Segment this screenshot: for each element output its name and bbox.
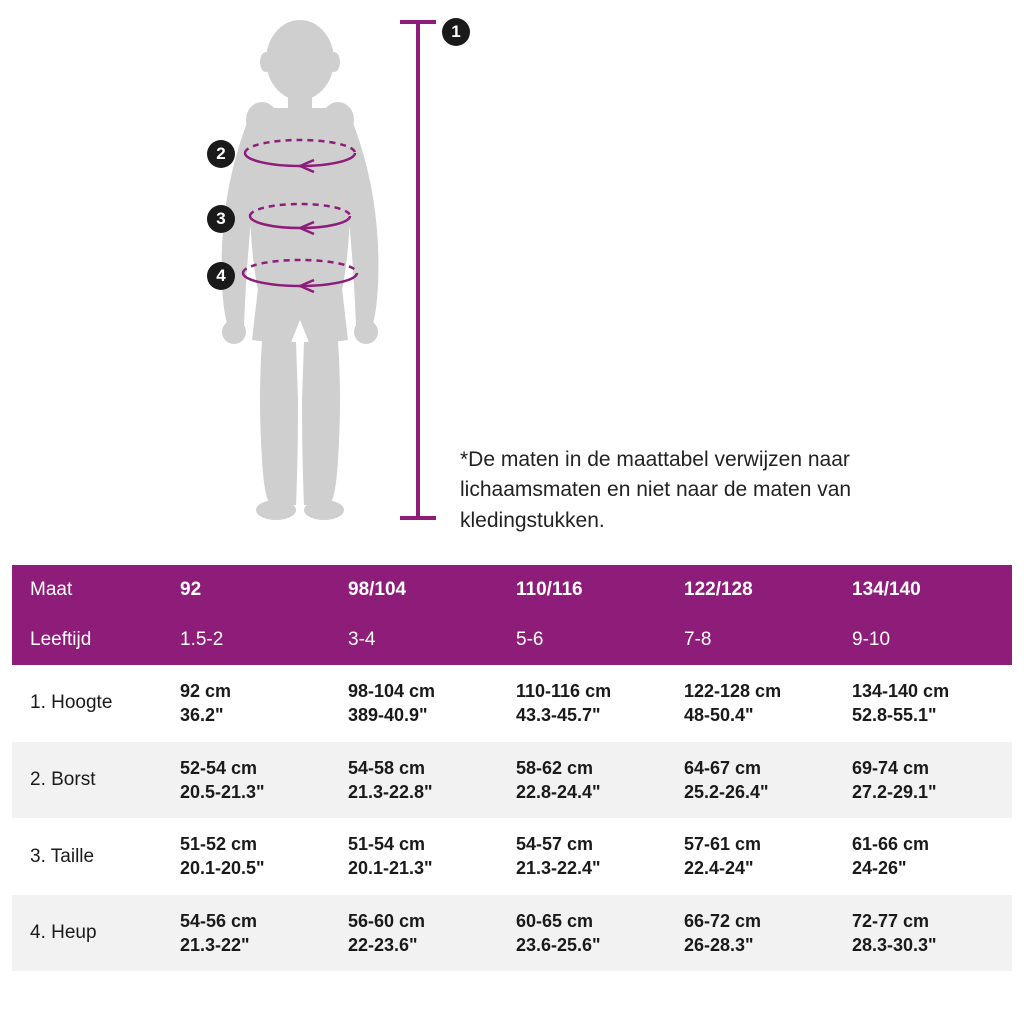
row-label: 3. Taille (12, 818, 172, 895)
table-row: 3. Taille51-52 cm20.1-20.5"51-54 cm20.1-… (12, 818, 1012, 895)
row-value: 60-65 cm23.6-25.6" (508, 895, 676, 972)
row-label: 2. Borst (12, 742, 172, 819)
badge-1-height: 1 (442, 18, 470, 46)
badge-4-hip: 4 (207, 262, 235, 290)
row-value: 72-77 cm28.3-30.3" (844, 895, 1012, 972)
header-label: Maat (12, 565, 172, 615)
disclaimer-text: *De maten in de maattabel verwijzen naar… (460, 445, 880, 536)
row-value: 57-61 cm22.4-24" (676, 818, 844, 895)
table-header-row: Maat9298/104110/116122/128134/140 (12, 565, 1012, 615)
row-value: 51-52 cm20.1-20.5" (172, 818, 340, 895)
row-value: 66-72 cm26-28.3" (676, 895, 844, 972)
row-label: 4. Heup (12, 895, 172, 972)
row-value: 61-66 cm24-26" (844, 818, 1012, 895)
header-value: 122/128 (676, 565, 844, 615)
size-chart-table: Maat9298/104110/116122/128134/140Leeftij… (12, 565, 1012, 971)
header-label: Leeftijd (12, 615, 172, 665)
row-value: 54-56 cm21.3-22" (172, 895, 340, 972)
height-indicator (400, 22, 436, 518)
row-value: 52-54 cm20.5-21.3" (172, 742, 340, 819)
badge-2-chest: 2 (207, 140, 235, 168)
table-row: 4. Heup54-56 cm21.3-22"56-60 cm22-23.6"6… (12, 895, 1012, 972)
row-value: 64-67 cm25.2-26.4" (676, 742, 844, 819)
measurement-diagram: 1 2 3 4 *De maten in de maattabel verwij… (0, 0, 1024, 560)
row-value: 54-57 cm21.3-22.4" (508, 818, 676, 895)
header-value: 3-4 (340, 615, 508, 665)
header-value: 7-8 (676, 615, 844, 665)
row-value: 54-58 cm21.3-22.8" (340, 742, 508, 819)
row-value: 58-62 cm22.8-24.4" (508, 742, 676, 819)
header-value: 92 (172, 565, 340, 615)
header-value: 134/140 (844, 565, 1012, 615)
row-label: 1. Hoogte (12, 665, 172, 742)
row-value: 92 cm36.2" (172, 665, 340, 742)
header-value: 1.5-2 (172, 615, 340, 665)
header-value: 9-10 (844, 615, 1012, 665)
row-value: 51-54 cm20.1-21.3" (340, 818, 508, 895)
table-row: 2. Borst52-54 cm20.5-21.3"54-58 cm21.3-2… (12, 742, 1012, 819)
table-row: 1. Hoogte92 cm36.2"98-104 cm389-40.9"110… (12, 665, 1012, 742)
header-value: 98/104 (340, 565, 508, 615)
row-value: 69-74 cm27.2-29.1" (844, 742, 1012, 819)
row-value: 56-60 cm22-23.6" (340, 895, 508, 972)
row-value: 110-116 cm43.3-45.7" (508, 665, 676, 742)
row-value: 98-104 cm389-40.9" (340, 665, 508, 742)
header-value: 5-6 (508, 615, 676, 665)
table-header-row: Leeftijd1.5-23-45-67-89-10 (12, 615, 1012, 665)
badge-3-waist: 3 (207, 205, 235, 233)
row-value: 134-140 cm52.8-55.1" (844, 665, 1012, 742)
header-value: 110/116 (508, 565, 676, 615)
row-value: 122-128 cm48-50.4" (676, 665, 844, 742)
